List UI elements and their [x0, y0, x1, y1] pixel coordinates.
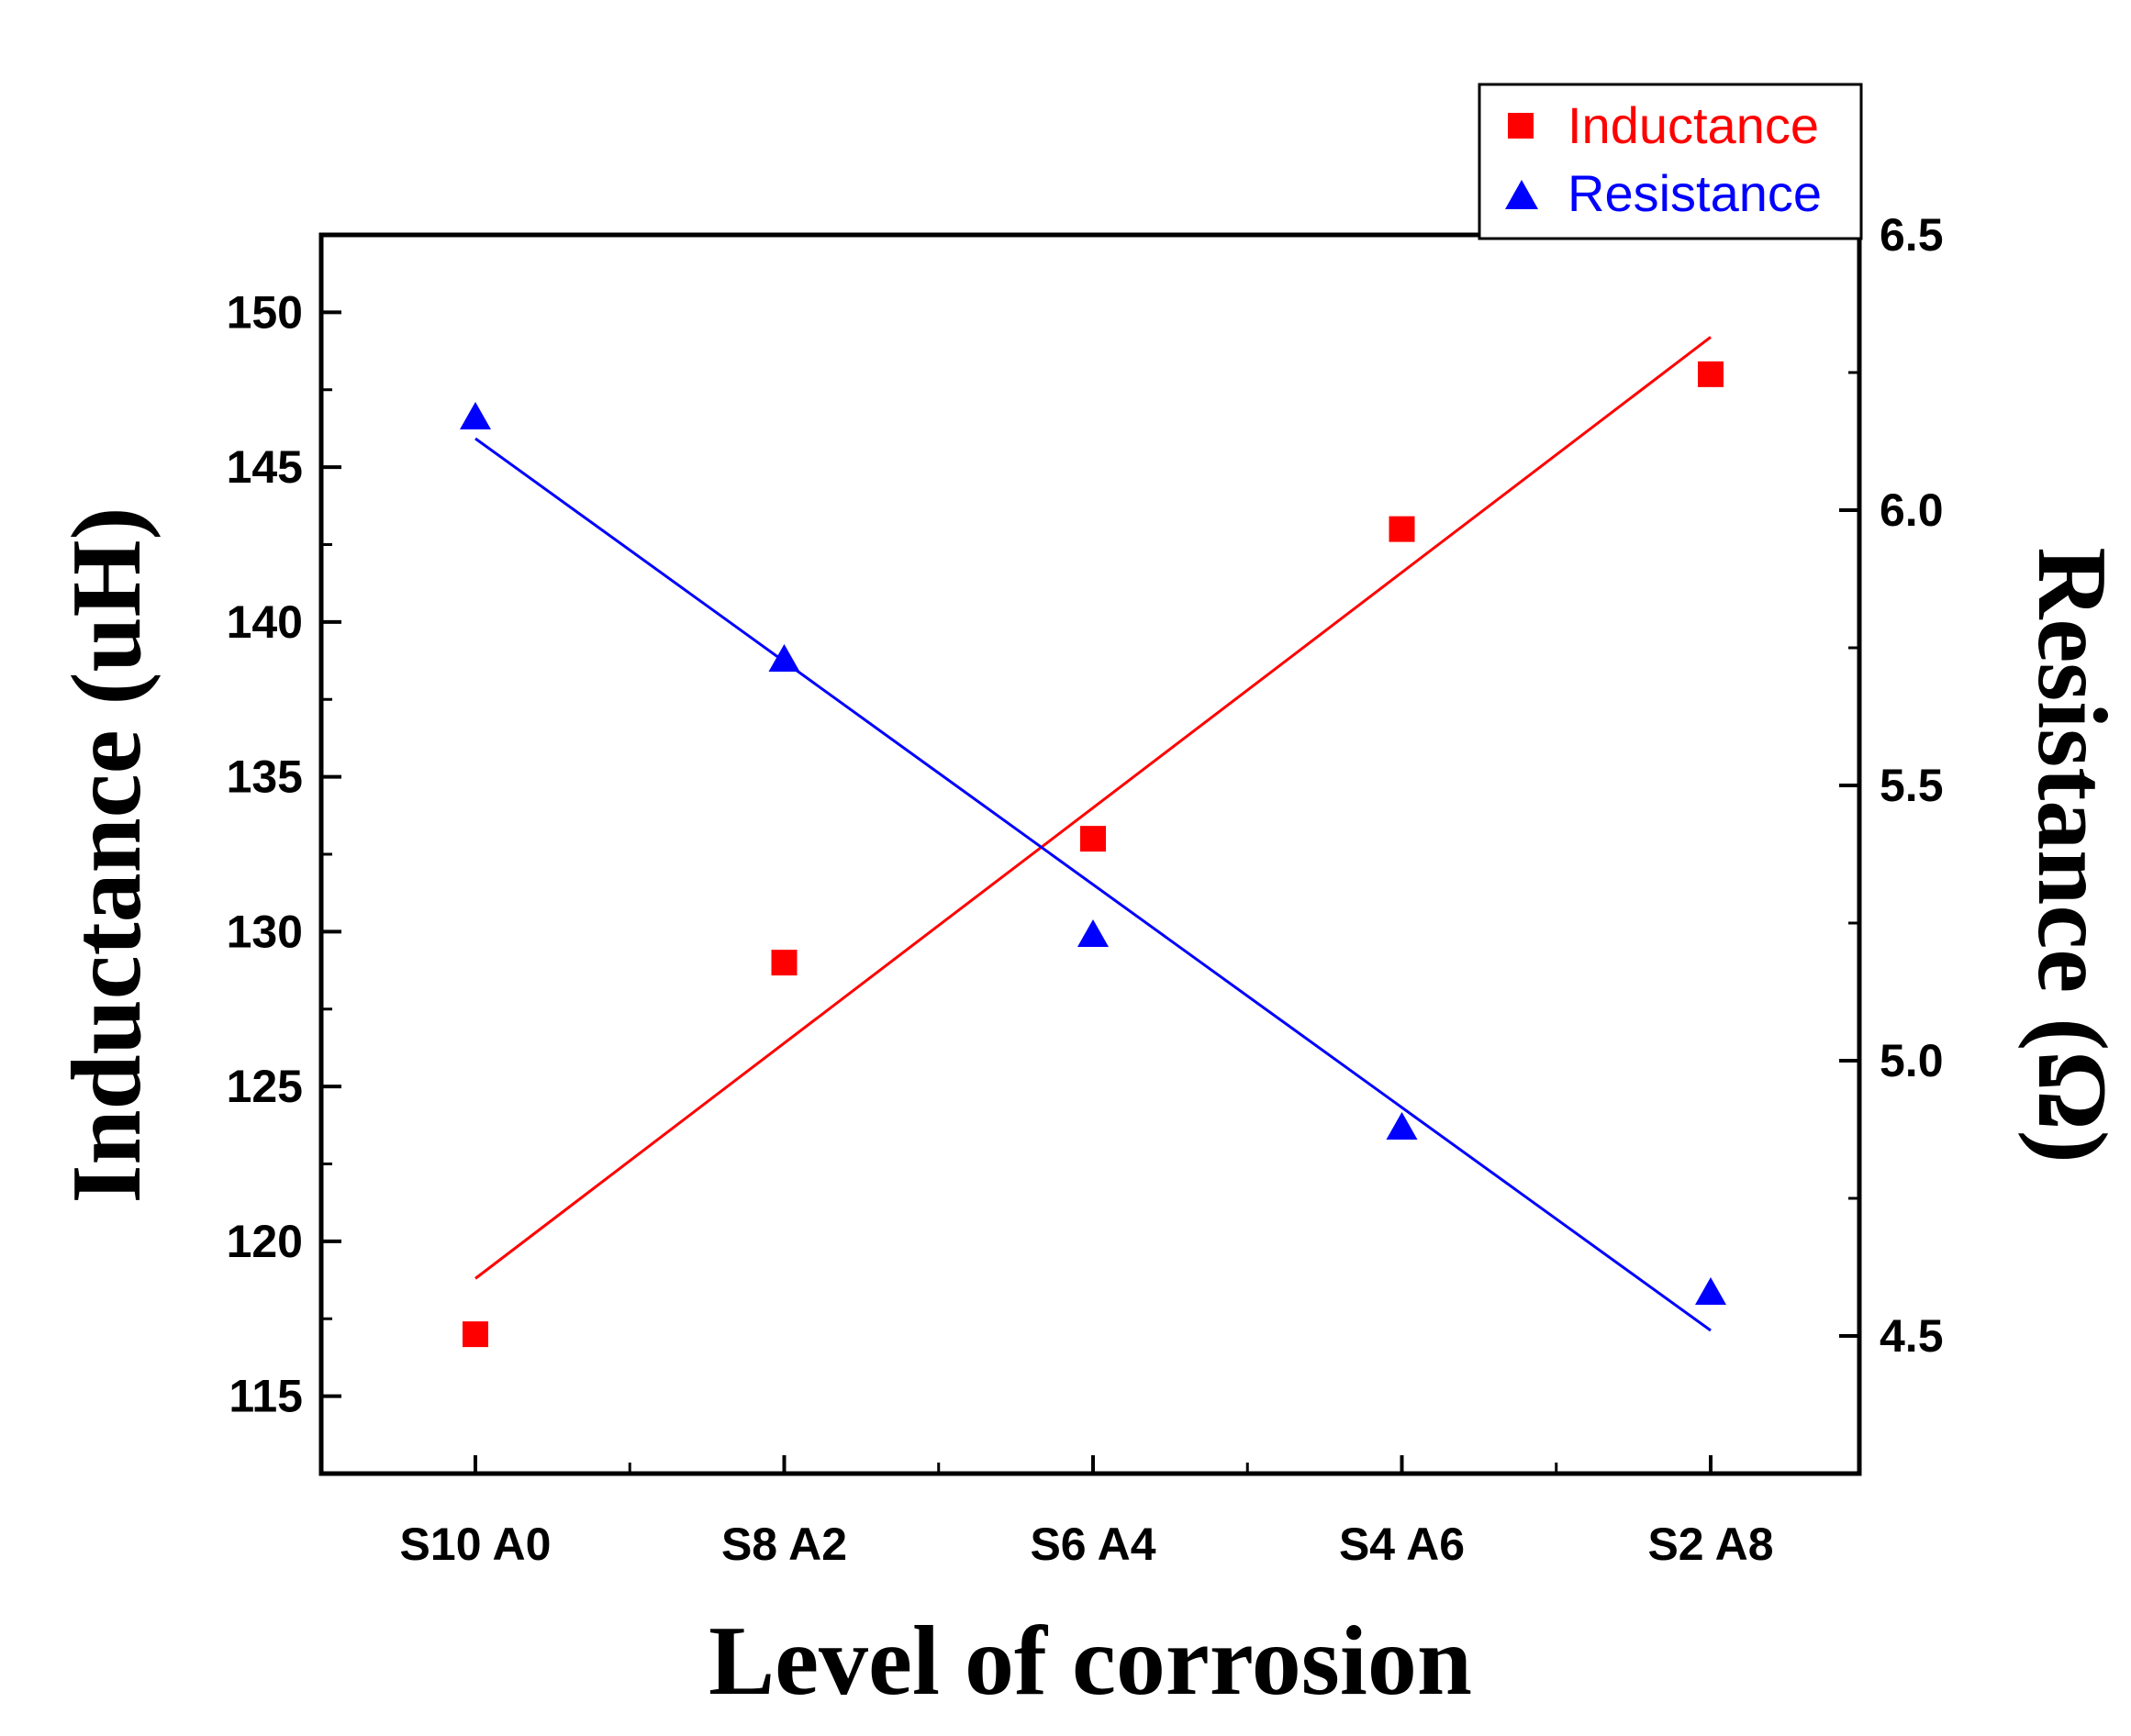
y-tick-label-right: 5.0	[1880, 1035, 1944, 1086]
legend-inductance-label: Inductance	[1568, 96, 1819, 154]
resistance-point	[1077, 919, 1109, 947]
legend-inductance-marker	[1508, 113, 1534, 139]
inductance-point	[1389, 516, 1415, 542]
y-tick-label-left: 135	[227, 751, 303, 803]
resistance-point	[1695, 1277, 1726, 1305]
x-tick-label: S8 A2	[721, 1519, 847, 1570]
x-axis-title: Level of corrosion	[708, 1607, 1472, 1716]
y-tick-label-left: 115	[229, 1371, 303, 1422]
y-tick-label-left: 120	[227, 1216, 303, 1267]
legend-resistance-marker	[1505, 180, 1538, 209]
x-tick-label: S10 A0	[400, 1519, 552, 1570]
x-tick-label: S2 A8	[1647, 1519, 1773, 1570]
y-tick-label-left: 130	[227, 906, 303, 957]
resistance-point	[768, 644, 800, 672]
y-tick-label-right: 5.5	[1880, 760, 1944, 811]
y-axis-title-right: Resistance (Ω)	[2017, 547, 2126, 1163]
inductance-point	[1080, 826, 1106, 852]
x-tick-label: S4 A6	[1339, 1519, 1465, 1570]
plot-frame	[318, 232, 1862, 1476]
legend: Inductance Resistance	[1478, 83, 1863, 240]
y-axis-title-left: Inductance (uH)	[52, 506, 162, 1203]
y-tick-label-left: 125	[227, 1061, 303, 1112]
resistance-fit-line	[474, 437, 1712, 1332]
y-tick-label-right: 6.0	[1880, 484, 1944, 536]
legend-box	[1478, 83, 1863, 240]
inductance-point	[771, 950, 798, 976]
axis-ticks: 115 120 125 130 135 140 145 150 4.5 5.0 5.5 6.0 6.5 S…	[227, 209, 1944, 1570]
data-points	[460, 361, 1726, 1348]
y-tick-label-left: 145	[227, 441, 303, 493]
resistance-point	[1386, 1112, 1418, 1140]
x-tick-label: S6 A4	[1030, 1519, 1155, 1570]
y-tick-label-left: 140	[227, 596, 303, 648]
y-tick-label-right: 4.5	[1880, 1310, 1944, 1362]
fit-lines	[474, 336, 1712, 1332]
legend-resistance-label: Resistance	[1568, 164, 1822, 222]
resistance-point	[460, 402, 491, 429]
y-tick-label-left: 150	[227, 286, 303, 338]
inductance-point	[463, 1321, 488, 1348]
y-tick-label-right: 6.5	[1880, 209, 1944, 261]
inductance-point	[1698, 361, 1724, 387]
inductance-fit-line	[474, 336, 1712, 1280]
